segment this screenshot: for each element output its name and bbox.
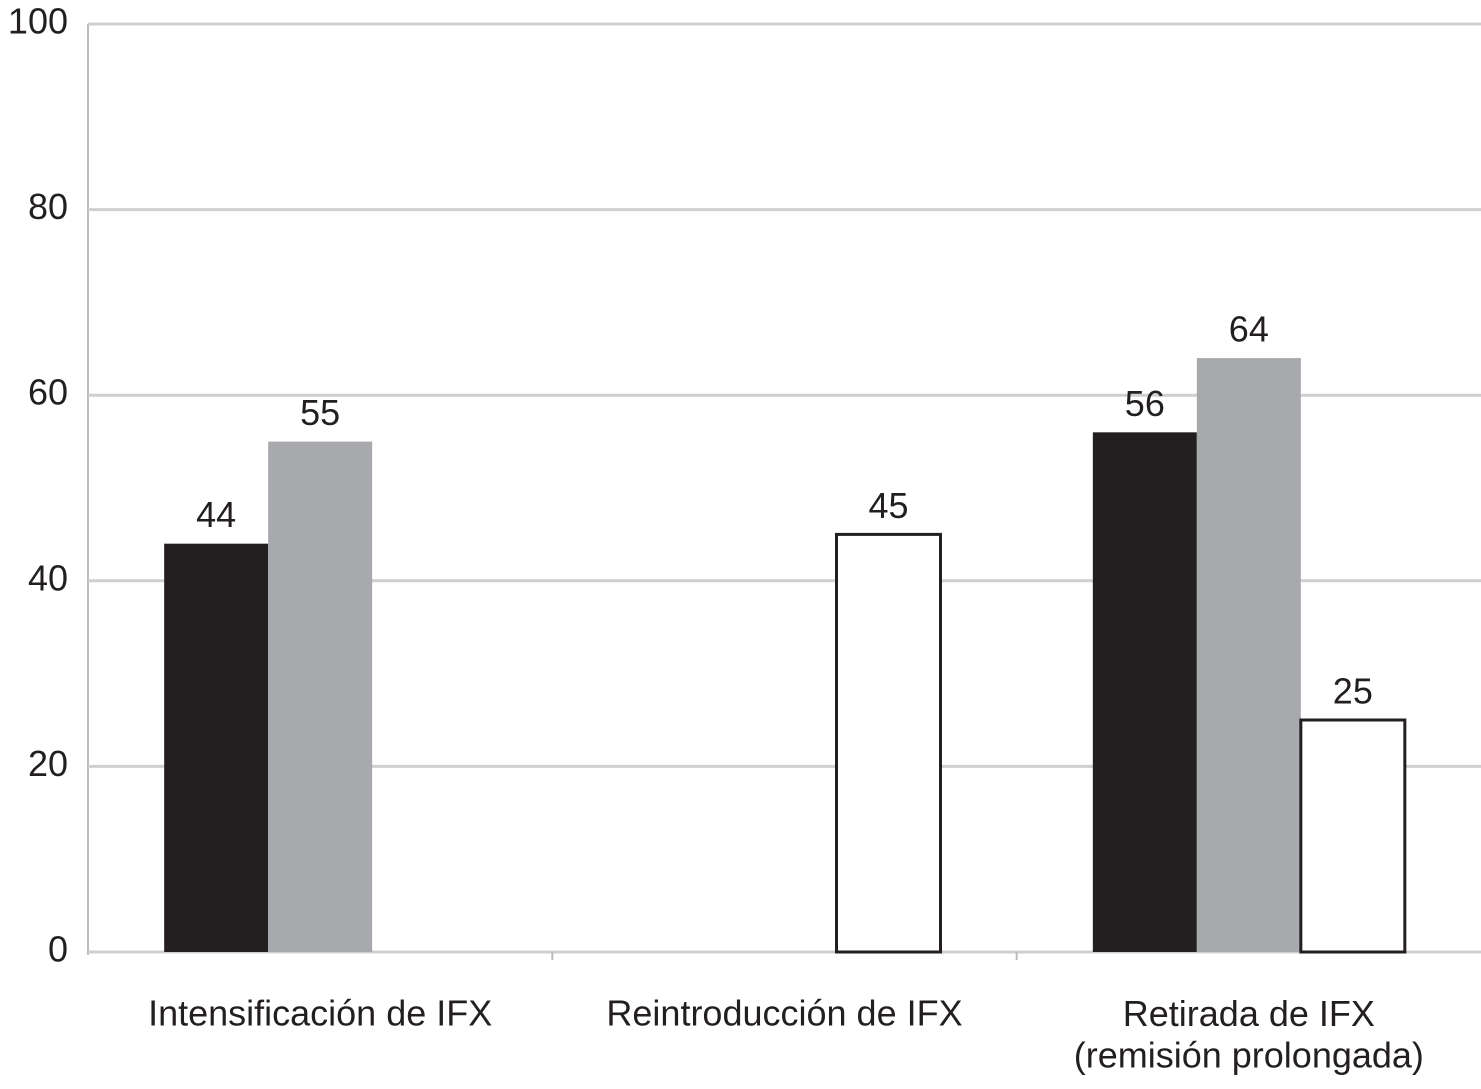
value-label: 55 <box>300 392 340 433</box>
bar <box>164 543 269 952</box>
bar <box>1196 358 1301 953</box>
value-label: 44 <box>196 494 236 535</box>
y-tick-label: 0 <box>48 929 68 970</box>
bar <box>1299 718 1407 954</box>
value-label: 25 <box>1333 671 1373 712</box>
y-tick-label: 20 <box>28 743 68 784</box>
x-tick-label: Reintroducción de IFX <box>606 993 962 1034</box>
value-label: 45 <box>868 485 908 526</box>
y-tick-label: 60 <box>28 372 68 413</box>
x-tick-label: Retirada de IFX (remisión prolongada) <box>1074 993 1424 1075</box>
value-label: 64 <box>1229 309 1269 350</box>
bar <box>835 532 942 954</box>
bar <box>1092 432 1197 952</box>
y-tick-label: 80 <box>28 186 68 227</box>
bar <box>268 441 373 952</box>
value-label: 56 <box>1125 383 1165 424</box>
y-tick-label: 100 <box>8 1 68 42</box>
y-tick-label: 40 <box>28 557 68 598</box>
x-tick-label: Intensificación de IFX <box>148 993 492 1034</box>
